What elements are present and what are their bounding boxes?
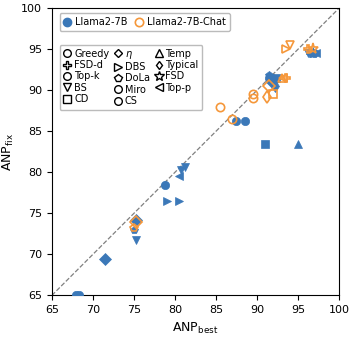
Y-axis label: ANP$_{\mathrm{fix}}$: ANP$_{\mathrm{fix}}$ <box>0 133 15 171</box>
Legend: Greedy, FSD-d, Top-k, BS, CD, $\eta$, DBS, DoLa, Miro, CS, Temp, Typical, FSD, T: Greedy, FSD-d, Top-k, BS, CD, $\eta$, DB… <box>60 45 203 110</box>
X-axis label: ANP$_{\mathrm{best}}$: ANP$_{\mathrm{best}}$ <box>172 321 218 336</box>
